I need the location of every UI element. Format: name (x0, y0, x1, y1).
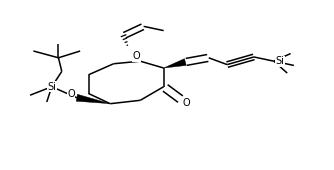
Polygon shape (76, 94, 110, 104)
Text: Si: Si (276, 56, 284, 66)
Text: Si: Si (47, 82, 56, 92)
Text: O: O (67, 89, 74, 99)
Text: O: O (182, 98, 190, 108)
Text: O: O (133, 51, 140, 61)
Polygon shape (164, 59, 186, 68)
